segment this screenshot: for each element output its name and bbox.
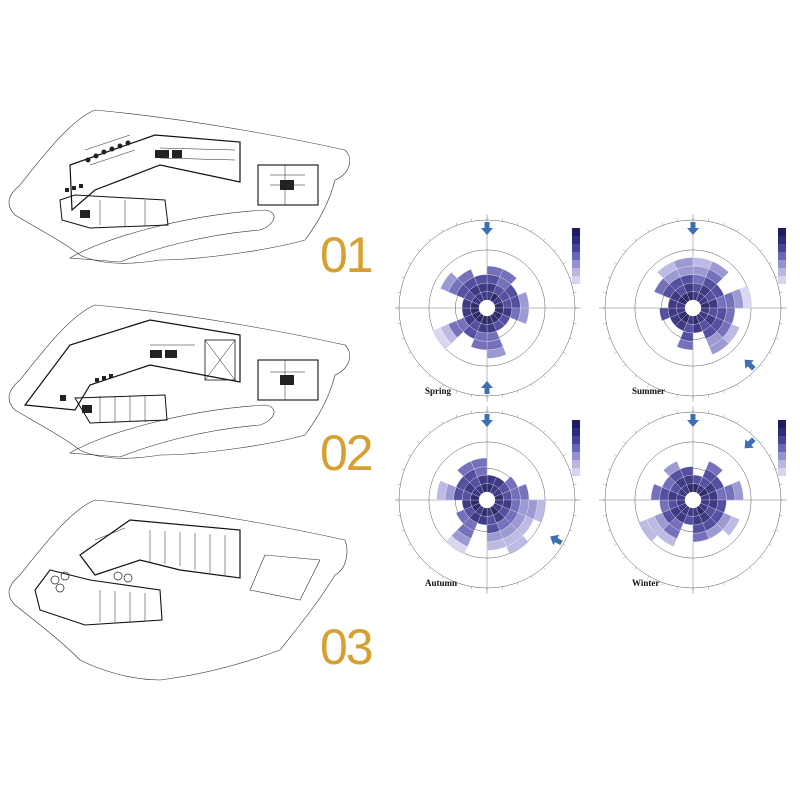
atrium: [204, 339, 236, 381]
wind-arrow-icon: [481, 222, 493, 235]
wind-rose-spring: [395, 214, 581, 402]
access-road: [69, 404, 275, 458]
wind-rose-summer: [599, 214, 787, 402]
building-wing: [23, 319, 241, 411]
wind-arrow-icon: [687, 222, 699, 235]
access-road: [69, 209, 275, 263]
season-label-summer: Summer: [632, 386, 665, 396]
room-grid: [94, 527, 226, 622]
floor-plans: [8, 109, 350, 681]
site-outline: [8, 304, 350, 459]
wind-rose-autumn: [395, 406, 581, 594]
furniture-marks: [65, 140, 294, 218]
site-outline: [8, 109, 350, 264]
open-plaza: [249, 554, 321, 601]
floor-plan-03: [8, 499, 348, 681]
floor-plan-01: [8, 109, 350, 264]
building-wing: [79, 519, 241, 579]
building-block: [59, 194, 169, 229]
building-block: [74, 394, 168, 424]
furniture-marks: [50, 571, 133, 593]
annex-building: [257, 359, 319, 401]
floor-plan-02: [8, 304, 350, 459]
wind-rose-winter: [599, 406, 787, 594]
room-grid: [84, 134, 305, 226]
wind-arrow-icon: [481, 414, 493, 427]
wind-rose-grid: [395, 214, 787, 594]
floor-number-01: 01: [320, 227, 374, 283]
building-wing: [69, 134, 241, 212]
furniture-marks: [60, 350, 294, 413]
wind-arrow-icon: [744, 437, 756, 449]
annex-building: [257, 164, 319, 206]
building-block: [34, 569, 163, 626]
season-label-winter: Winter: [632, 578, 660, 588]
room-grid: [99, 344, 305, 422]
wind-arrow-icon: [481, 381, 493, 394]
wind-arrow-icon: [550, 534, 563, 546]
floor-number-02: 02: [320, 425, 374, 481]
floor-number-03: 03: [320, 619, 374, 675]
season-label-autumn: Autumn: [425, 578, 458, 588]
season-label-spring: Spring: [425, 386, 452, 396]
wind-arrow-icon: [744, 359, 756, 371]
site-outline: [8, 499, 348, 681]
wind-arrow-icon: [687, 414, 699, 427]
